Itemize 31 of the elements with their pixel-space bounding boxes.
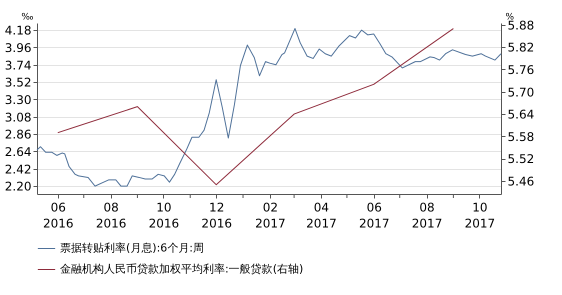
y-tick-label: 3.08 <box>4 110 32 124</box>
x-tick-label: 08 2017 <box>412 200 442 230</box>
y-tick-label: 3.52 <box>4 76 32 90</box>
y-axis-title: ‰ <box>21 12 34 22</box>
x-tick-label: 10 2017 <box>464 200 496 230</box>
y-tick-label: 2.64 <box>4 144 32 159</box>
line-series <box>36 28 502 187</box>
y-tick-label: 2.42 <box>4 162 32 176</box>
x-tick-label: 08 2016 <box>96 200 126 230</box>
x-tick-label: 10 2016 <box>148 200 180 230</box>
y-tick-label: 3.30 <box>4 92 32 107</box>
x-tick-label: 06 2017 <box>358 200 390 230</box>
y-tick-label: 3.96 <box>4 40 32 55</box>
y-tick-label: 2.86 <box>4 128 32 142</box>
x-tick-label: 02 2017 <box>255 200 286 230</box>
y2-tick-label: 5.52 <box>508 152 534 166</box>
legend-label: 金融机构人民币贷款加权平均利率:一般贷款(右轴) <box>60 262 304 276</box>
y2-tick-label: 5.82 <box>508 40 534 55</box>
legend-label: 票据转贴利率(月息):6个月:周 <box>60 242 204 254</box>
y2-tick-label: 5.76 <box>508 62 534 77</box>
y-tick-label: 4.18 <box>4 24 32 38</box>
x-tick-label: 06 2016 <box>43 200 74 230</box>
x-tick-label: 12 2016 <box>201 200 232 230</box>
y-tick-label: 2.20 <box>4 180 32 194</box>
y2-tick-label: 5.58 <box>508 130 534 144</box>
y2-tick-label: 5.46 <box>508 174 534 188</box>
line-series <box>57 28 454 186</box>
y2-tick-label: 5.70 <box>508 85 534 100</box>
y-tick-label: 3.74 <box>4 58 32 72</box>
x-tick-label: 04 2017 <box>306 200 337 230</box>
y2-tick-label: 5.64 <box>508 108 534 122</box>
